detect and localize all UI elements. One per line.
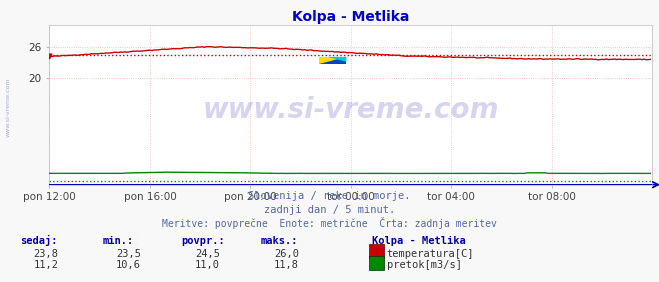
Text: 11,2: 11,2: [34, 261, 59, 270]
Text: Slovenija / reke in morje.: Slovenija / reke in morje.: [248, 191, 411, 201]
Text: min.:: min.:: [102, 236, 133, 246]
Text: zadnji dan / 5 minut.: zadnji dan / 5 minut.: [264, 205, 395, 215]
Text: 11,0: 11,0: [195, 261, 220, 270]
FancyBboxPatch shape: [319, 57, 347, 64]
Text: sedaj:: sedaj:: [20, 235, 57, 246]
Polygon shape: [328, 57, 347, 62]
Text: 26,0: 26,0: [274, 249, 299, 259]
Text: maks.:: maks.:: [260, 236, 298, 246]
Text: pretok[m3/s]: pretok[m3/s]: [387, 261, 462, 270]
Polygon shape: [319, 57, 347, 64]
Title: Kolpa - Metlika: Kolpa - Metlika: [292, 10, 410, 24]
Text: 23,8: 23,8: [34, 249, 59, 259]
Text: povpr.:: povpr.:: [181, 236, 225, 246]
Text: Kolpa - Metlika: Kolpa - Metlika: [372, 236, 466, 246]
Text: 10,6: 10,6: [116, 261, 141, 270]
Text: 23,5: 23,5: [116, 249, 141, 259]
Text: temperatura[C]: temperatura[C]: [387, 249, 474, 259]
Text: 24,5: 24,5: [195, 249, 220, 259]
Text: www.si-vreme.com: www.si-vreme.com: [5, 78, 11, 137]
Text: 11,8: 11,8: [274, 261, 299, 270]
Text: www.si-vreme.com: www.si-vreme.com: [203, 96, 499, 124]
Text: Meritve: povprečne  Enote: metrične  Črta: zadnja meritev: Meritve: povprečne Enote: metrične Črta:…: [162, 217, 497, 229]
